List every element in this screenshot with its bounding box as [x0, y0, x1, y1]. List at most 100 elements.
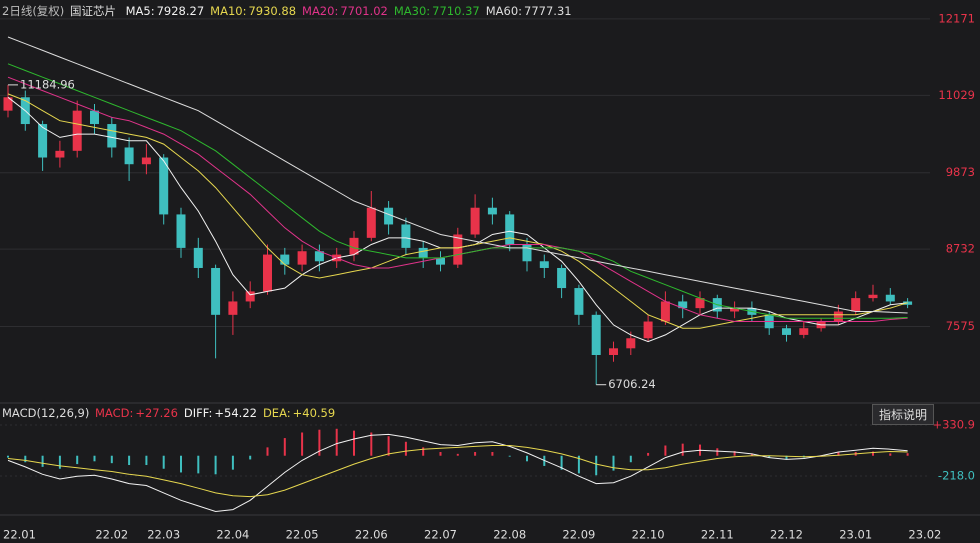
macd-bar — [733, 451, 736, 456]
candle-body — [470, 207, 480, 235]
legend-value: 7930.88 — [248, 4, 297, 18]
candle-body — [626, 338, 636, 349]
candle-body — [591, 314, 601, 356]
legend-name: MA10: — [210, 4, 247, 18]
macd-bar — [318, 429, 321, 456]
x-tick-label: 22.05 — [286, 528, 319, 542]
macd-bar — [283, 438, 286, 456]
macd-bar — [768, 455, 771, 458]
candle-body — [280, 254, 290, 265]
candle-body — [107, 124, 117, 148]
candle-body — [401, 224, 411, 248]
candle-body — [453, 234, 463, 265]
candle-body — [730, 308, 740, 312]
candle-body — [3, 97, 13, 111]
macd-bar — [664, 445, 667, 456]
ma-line — [7, 96, 908, 343]
macd-bar — [145, 455, 148, 466]
y-tick-label: 7575 — [946, 319, 975, 333]
x-tick-label: 22.08 — [493, 528, 526, 542]
candle-body — [245, 291, 255, 302]
candle-body — [90, 110, 99, 125]
macd-bar — [647, 452, 650, 456]
title: 国证芯片 — [69, 4, 116, 18]
candle-body — [384, 207, 394, 225]
candle-body — [38, 124, 48, 158]
macd-bar — [474, 452, 477, 456]
macd-bar — [387, 436, 390, 456]
x-tick-label: 22.07 — [424, 528, 457, 542]
legend-name: DIFF: — [183, 406, 213, 420]
macd-bar — [335, 428, 338, 456]
macd-bar — [76, 455, 79, 465]
macd-title: MACD(12,26,9) — [2, 406, 90, 420]
macd-line — [7, 433, 908, 513]
candle-body — [505, 214, 515, 245]
legend-name: DEA: — [262, 406, 291, 420]
candle-body — [263, 254, 272, 292]
annotation: 11184.96 — [20, 77, 75, 91]
legend: MA5: 7928.27 MA10: 7930.88 MA20: 7701.02 MA30:… — [126, 4, 578, 18]
annotation: 6706.24 — [608, 377, 656, 391]
candle-body — [782, 328, 791, 335]
macd-bar — [872, 451, 874, 456]
macd-bar — [577, 455, 580, 474]
candle-body — [55, 150, 65, 158]
candle-body — [349, 237, 359, 255]
macd-bar — [110, 455, 113, 464]
macd-bar — [837, 452, 840, 456]
x-tick-label: 22.02 — [95, 528, 128, 542]
candle-body — [193, 247, 203, 268]
candle-body — [436, 257, 445, 265]
macd-bar — [508, 455, 511, 457]
macd-bar — [906, 453, 909, 456]
ma-line — [7, 93, 908, 329]
candle-body — [314, 251, 324, 262]
macd-bar — [162, 455, 165, 469]
macd-bar — [889, 453, 892, 456]
candle-body — [678, 301, 688, 309]
legend-value: +27.26 — [135, 406, 178, 420]
macd-bar — [785, 455, 788, 459]
candle-body — [799, 328, 809, 335]
macd-bar — [353, 430, 355, 456]
candle-body — [522, 244, 532, 262]
candle-body — [539, 261, 549, 268]
candle-body — [297, 251, 307, 265]
candle-body — [833, 311, 843, 322]
macd-bar — [750, 453, 753, 456]
ma-line — [7, 63, 908, 319]
y-tick-label: 11029 — [938, 88, 975, 102]
legend-value: 7701.02 — [340, 4, 388, 18]
legend-name: MA60: — [485, 4, 523, 18]
macd-bar — [214, 455, 217, 475]
candle-body — [885, 294, 895, 302]
y-tick-label: 9873 — [946, 165, 975, 179]
x-tick-label: 22.11 — [701, 528, 734, 542]
candle-body — [366, 207, 376, 238]
legend-name: MA5: — [125, 4, 155, 18]
y-tick-label: +330.9 — [932, 417, 975, 431]
x-tick-label: 22.01 — [3, 528, 36, 542]
macd-bar — [526, 455, 528, 462]
x-tick-label: 23.01 — [839, 528, 872, 542]
macd-bar — [197, 455, 200, 474]
x-tick-label: 23.02 — [908, 528, 941, 542]
help-button[interactable]: 指标说明 — [871, 404, 934, 425]
candle-body — [141, 157, 151, 165]
legend-name: MA20: — [302, 4, 339, 18]
ma-line — [7, 76, 908, 322]
x-tick-label: 22.12 — [770, 528, 803, 542]
candle-body — [418, 247, 428, 258]
legend-value: +40.59 — [292, 406, 336, 420]
legend-name: MA30: — [393, 4, 431, 18]
candle-body — [868, 294, 878, 299]
legend-value: 7710.37 — [432, 4, 480, 18]
macd-bar — [58, 455, 61, 469]
x-tick-label: 22.09 — [562, 528, 595, 542]
macd-bar — [266, 447, 269, 456]
macd-bar — [180, 455, 182, 473]
candle-body — [72, 110, 82, 151]
macd-bar — [249, 455, 252, 460]
